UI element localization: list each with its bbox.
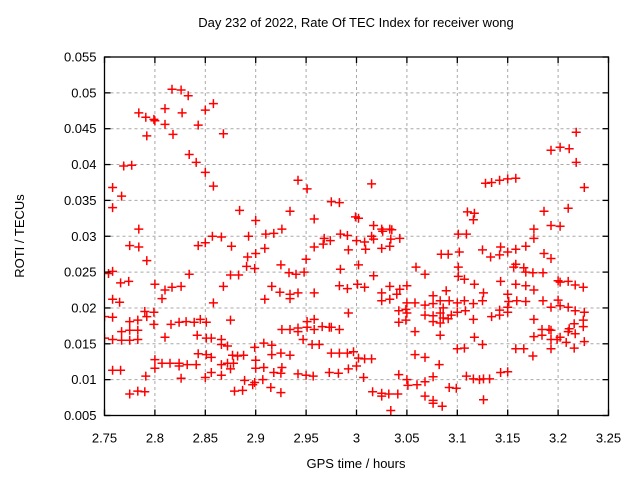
x-tick-label: 2.95: [293, 431, 318, 446]
x-tick-label: 3.25: [596, 431, 621, 446]
scatter-points: [104, 84, 589, 415]
scatter-points-path: [104, 84, 589, 415]
x-tick-label: 2.85: [193, 431, 218, 446]
x-tick-label: 2.9: [247, 431, 265, 446]
y-tick-label: 0.04: [71, 157, 96, 172]
y-tick-label: 0.045: [64, 121, 97, 136]
x-tick-label: 2.8: [146, 431, 164, 446]
x-tick-label: 3.05: [394, 431, 419, 446]
y-tick-label: 0.02: [71, 300, 96, 315]
x-tick-label: 3: [353, 431, 360, 446]
y-tick-label: 0.05: [71, 85, 96, 100]
x-tick-label: 3.15: [495, 431, 520, 446]
y-tick-label: 0.025: [64, 265, 97, 280]
y-tick-label: 0.005: [64, 408, 97, 423]
y-tick-label: 0.055: [64, 50, 97, 65]
y-axis-label: ROTI / TECUs: [12, 194, 27, 278]
y-tick-label: 0.035: [64, 193, 97, 208]
chart-title: Day 232 of 2022, Rate Of TEC Index for r…: [198, 15, 514, 30]
x-axis-tick-labels: 2.75 2.8 2.85 2.9 2.95 3 3.05 3.1 3.15 3.2 3.25: [92, 431, 621, 446]
axis-ticks: [103, 56, 610, 417]
x-tick-label: 2.75: [92, 431, 117, 446]
y-tick-label: 0.03: [71, 229, 96, 244]
x-axis-label: GPS time / hours: [307, 456, 406, 471]
y-tick-label: 0.015: [64, 336, 97, 351]
x-tick-label: 3.1: [448, 431, 466, 446]
x-tick-label: 3.2: [549, 431, 567, 446]
y-tick-label: 0.01: [71, 372, 96, 387]
y-axis-tick-labels: 0.005 0.01 0.015 0.02 0.025 0.03 0.035 0.04 0.04…: [64, 50, 97, 424]
